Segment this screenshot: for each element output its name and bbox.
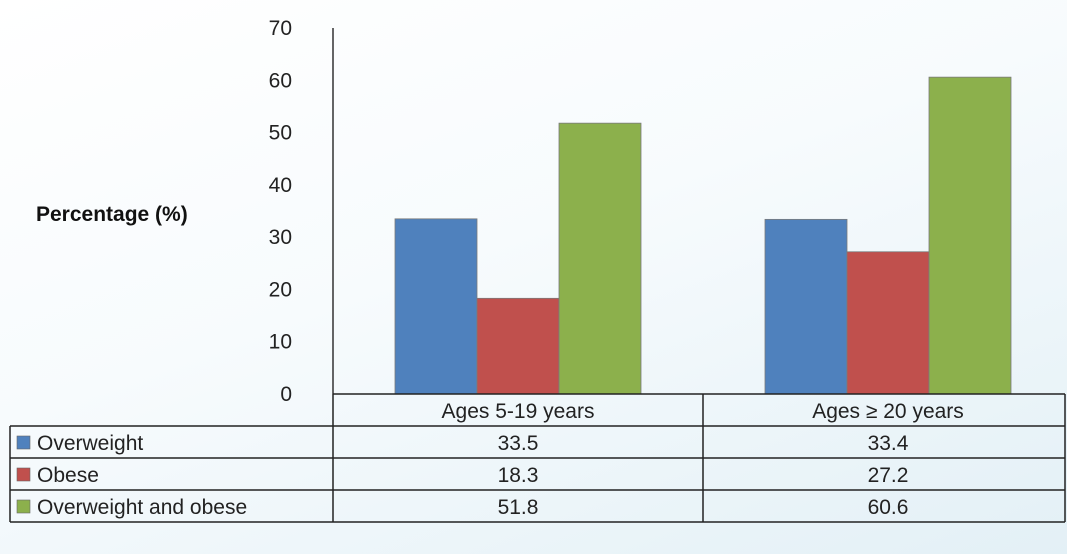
y-tick-label-6: 60 xyxy=(269,69,292,92)
bar-3-2 xyxy=(928,76,1012,395)
y-tick-label-7: 70 xyxy=(269,17,292,40)
y-tick-label-3: 30 xyxy=(269,226,292,249)
data-table: Ages 5-19 years Ages ≥ 20 years Overweight… xyxy=(9,393,1066,523)
legend-swatch-2 xyxy=(16,467,31,482)
data-value-1-2: 33.4 xyxy=(868,432,909,455)
legend-swatch-1 xyxy=(16,435,31,450)
data-value-2-2: 27.2 xyxy=(868,464,909,487)
y-tick-label-4: 40 xyxy=(269,174,292,197)
y-tick-label-2: 20 xyxy=(269,278,292,301)
legend-label-3: Overweight and obese xyxy=(37,496,247,519)
data-value-1-1: 33.5 xyxy=(498,432,539,455)
y-axis-label: Percentage (%) xyxy=(36,203,188,226)
bar-3-1 xyxy=(558,122,642,395)
y-axis: 0 10 20 30 40 50 60 70 xyxy=(269,17,334,406)
bar-1-1 xyxy=(394,218,478,395)
y-tick-label-0: 0 xyxy=(280,383,292,406)
bars xyxy=(394,76,1012,395)
bar-1-2 xyxy=(764,218,848,395)
legend-label-1: Overweight xyxy=(37,432,143,455)
y-tick-label-5: 50 xyxy=(269,122,292,145)
x-category-label-1: Ages 5-19 years xyxy=(442,400,595,423)
data-value-2-1: 18.3 xyxy=(498,464,539,487)
data-value-3-2: 60.6 xyxy=(868,496,909,519)
legend-label-2: Obese xyxy=(37,464,99,487)
data-value-3-1: 51.8 xyxy=(498,496,539,519)
legend-swatch-3 xyxy=(16,499,31,514)
y-tick-label-1: 10 xyxy=(269,331,292,354)
x-category-label-2: Ages ≥ 20 years xyxy=(812,400,964,423)
bar-2-1 xyxy=(476,297,560,395)
bar-2-2 xyxy=(846,251,930,395)
